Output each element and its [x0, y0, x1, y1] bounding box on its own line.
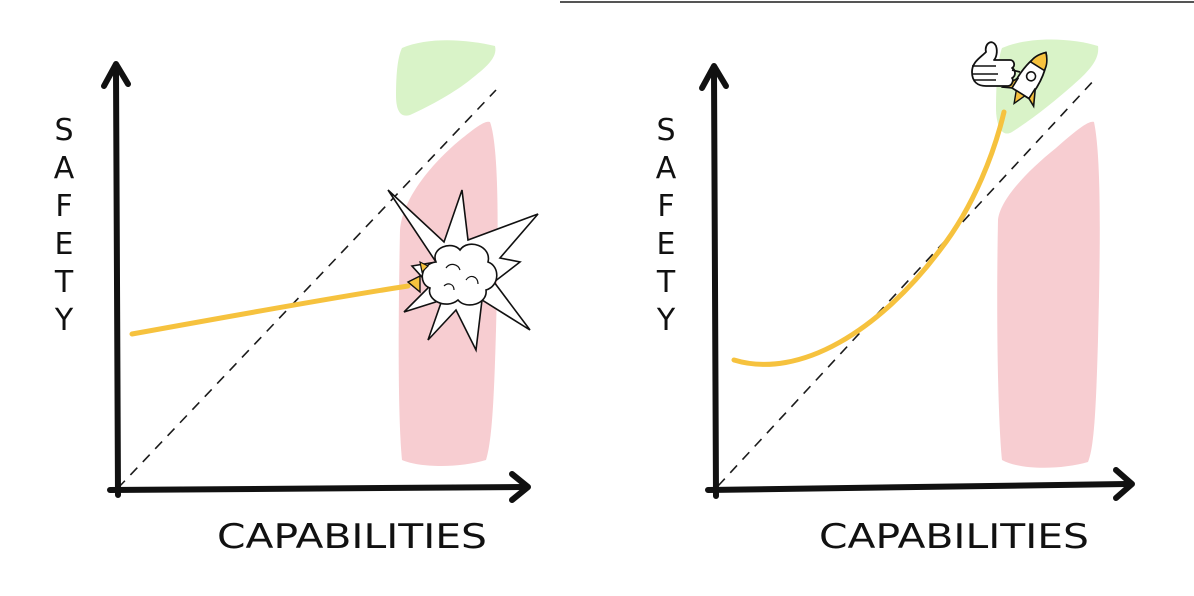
x-axis [705, 481, 1129, 493]
y-label-letter: E [55, 227, 74, 262]
x-axis-arrowhead [509, 471, 531, 503]
thumbs-up-icon [971, 41, 1021, 87]
y-label-letter: E [657, 227, 676, 262]
y-label-letter: T [656, 265, 676, 300]
y-label-letter: S [54, 113, 73, 148]
trajectory [731, 109, 1007, 367]
y-axis-arrowhead [101, 61, 131, 89]
y-label-letter: T [54, 265, 74, 300]
y-axis-label: S A F E T Y [54, 113, 75, 338]
y-axis [113, 67, 121, 498]
x-axis-label: CAPABILITIES [819, 517, 1089, 557]
right-panel: S A F E T Y CAPABILITIES [656, 39, 1135, 557]
explosion-icon [387, 189, 539, 353]
y-label-letter: A [656, 151, 677, 186]
y-label-letter: F [657, 189, 674, 224]
x-axis-arrowhead [1113, 467, 1135, 501]
y-axis [711, 69, 719, 499]
x-axis [107, 484, 525, 493]
safe-zone [396, 40, 496, 116]
trajectory [129, 283, 411, 337]
left-panel: S A F E T Y CAPABILITIES [54, 40, 539, 557]
diagonal-dashed-line [717, 77, 1097, 487]
danger-zone [997, 121, 1100, 468]
diagonal-dashed-line [117, 89, 497, 489]
y-label-letter: A [54, 151, 75, 186]
x-axis-label: CAPABILITIES [217, 517, 487, 557]
y-label-letter: Y [54, 303, 74, 338]
y-label-letter: S [656, 113, 675, 148]
y-label-letter: F [55, 189, 72, 224]
y-label-letter: Y [656, 303, 676, 338]
y-axis-arrowhead [699, 63, 729, 91]
safe-zone [996, 39, 1099, 134]
y-axis-label: S A F E T Y [656, 113, 677, 338]
